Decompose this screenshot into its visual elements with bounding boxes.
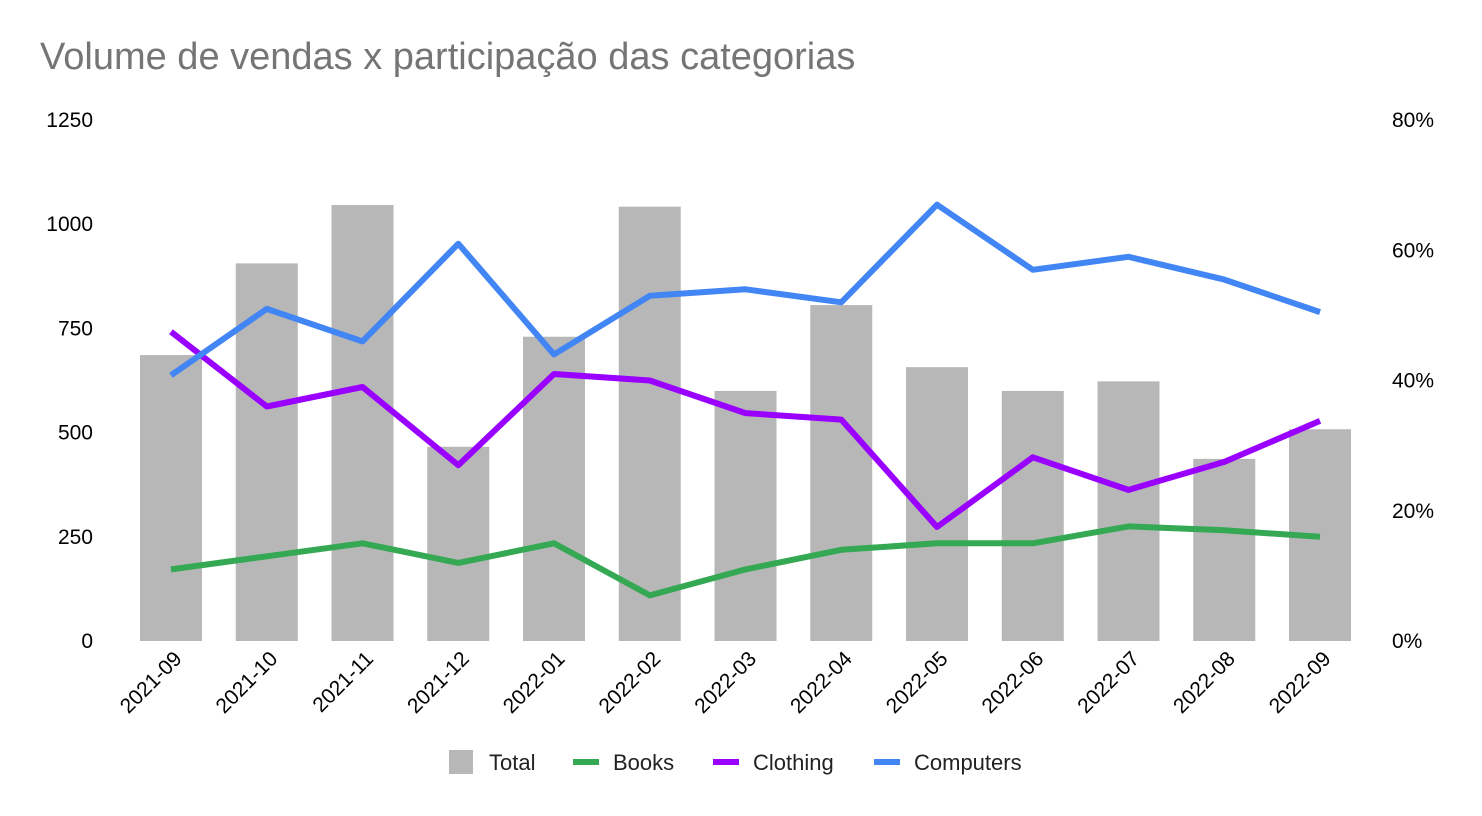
bar-total: [714, 390, 777, 641]
right-tick-label: 80%: [1392, 109, 1434, 132]
legend-label-clothing: Clothing: [753, 750, 834, 775]
right-tick-label: 0%: [1392, 630, 1422, 653]
left-tick-label: 0: [81, 630, 93, 653]
x-tick-label: 2022-01: [499, 647, 570, 718]
x-tick-label: 2021-09: [116, 647, 187, 718]
bar-total: [140, 355, 202, 641]
series-lines: [169, 201, 1322, 599]
right-tick-label: 40%: [1392, 370, 1434, 393]
x-tick-label: 2022-08: [1169, 647, 1240, 718]
right-axis-ticks: 0% 20% 40% 60% 80%: [1392, 109, 1434, 653]
x-tick-label: 2022-07: [1073, 647, 1144, 718]
bar-total: [810, 305, 873, 641]
x-tick-label: 2022-03: [690, 647, 761, 718]
right-tick-label: 60%: [1392, 239, 1434, 262]
left-tick-label: 1250: [46, 109, 93, 132]
left-tick-label: 250: [58, 526, 93, 549]
bar-total: [427, 446, 490, 641]
left-axis-ticks: 0 250 500 750 1000 1250: [46, 109, 93, 653]
x-tick-label: 2021-12: [403, 647, 474, 718]
line-computers: [169, 201, 1321, 378]
legend-swatch-total: [449, 750, 473, 774]
bar-total: [618, 206, 681, 641]
x-axis-ticks: 2021-09 2021-10 2021-11 2021-12 2022-01 2022-…: [116, 647, 1336, 718]
legend: Total Books Clothing Computers: [449, 750, 1022, 775]
legend-label-total: Total: [489, 750, 535, 775]
line-books: [170, 523, 1321, 599]
x-tick-label: 2021-11: [308, 647, 378, 717]
bar-total: [523, 336, 585, 641]
bar-total: [1097, 381, 1160, 641]
bar-total: [235, 263, 298, 641]
right-tick-label: 20%: [1392, 500, 1434, 523]
bar-total: [331, 205, 394, 641]
bars-total: [140, 205, 1351, 641]
left-tick-label: 500: [58, 422, 93, 445]
left-tick-label: 750: [58, 317, 93, 340]
x-tick-label: 2022-04: [786, 647, 857, 718]
x-tick-label: 2021-10: [212, 647, 283, 718]
x-tick-label: 2022-06: [978, 647, 1049, 718]
x-tick-label: 2022-05: [882, 647, 953, 718]
x-tick-label: 2022-02: [595, 647, 666, 718]
chart-title: Volume de vendas x participação das cate…: [40, 36, 856, 78]
left-tick-label: 1000: [46, 213, 93, 236]
x-tick-label: 2022-09: [1265, 647, 1336, 718]
line-clothing: [169, 329, 1322, 530]
bar-total: [1193, 458, 1256, 641]
legend-label-computers: Computers: [914, 750, 1022, 775]
bar-total: [1001, 390, 1064, 641]
legend-label-books: Books: [613, 750, 674, 775]
